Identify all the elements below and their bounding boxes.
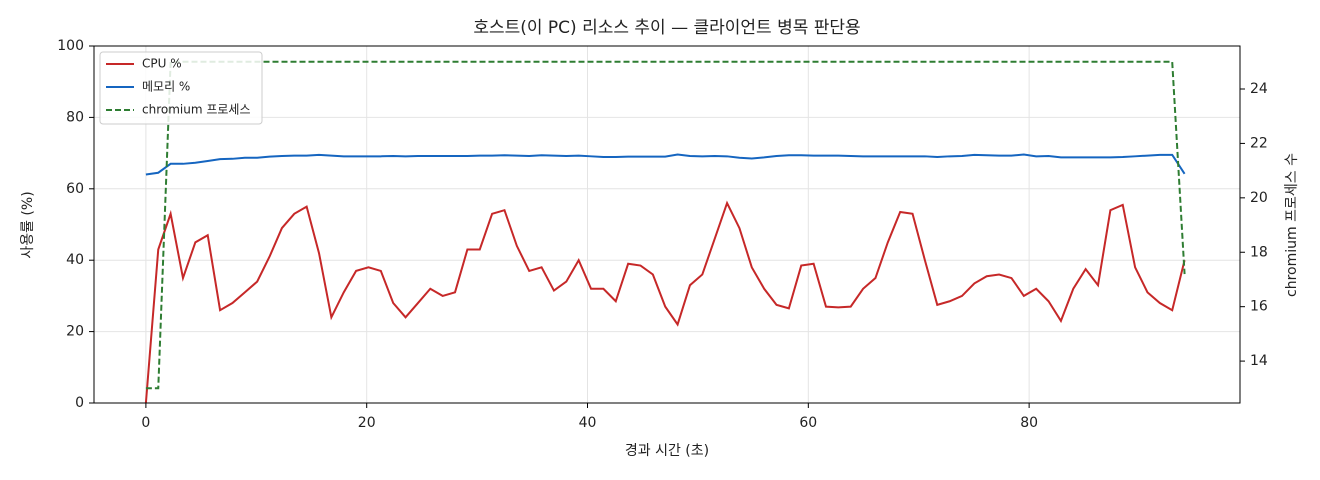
legend-label: 메모리 % — [142, 80, 190, 94]
y-tick-label: 0 — [75, 395, 84, 411]
y-tick-label: 100 — [57, 38, 84, 54]
series-line — [144, 200, 1186, 404]
x-tick-label: 40 — [579, 415, 597, 431]
y2-tick-label: 24 — [1250, 81, 1268, 97]
y2-axis-label: chromium 프로세스 수 — [1284, 153, 1300, 297]
plot-frame — [93, 45, 1241, 404]
x-tick-label: 80 — [1020, 415, 1038, 431]
y-tick-label: 60 — [66, 181, 84, 197]
legend-box — [99, 51, 263, 125]
x-tick-label: 60 — [799, 415, 817, 431]
legend-label: chromium 프로세스 — [142, 103, 251, 117]
y2-tick-label: 22 — [1250, 135, 1268, 151]
y-tick-label: 20 — [66, 324, 84, 340]
y2-tick-label: 14 — [1250, 353, 1268, 369]
y2-tick-label: 16 — [1250, 299, 1268, 315]
x-tick-label: 0 — [141, 415, 150, 431]
y-tick-label: 40 — [66, 252, 84, 268]
legend-label: CPU % — [142, 57, 182, 71]
y-tick-label: 80 — [66, 109, 84, 125]
x-tick-label: 20 — [358, 415, 376, 431]
y2-tick-label: 18 — [1250, 244, 1268, 260]
chart-title: 호스트(이 PC) 리소스 추이 — 클라이언트 병목 판단용 — [473, 18, 860, 38]
y2-tick-label: 20 — [1250, 190, 1268, 206]
y-axis-label: 사용률 (%) — [20, 191, 36, 258]
x-axis-label: 경과 시간 (초) — [625, 443, 709, 459]
series-line — [145, 153, 1186, 176]
series-line — [145, 60, 1186, 390]
